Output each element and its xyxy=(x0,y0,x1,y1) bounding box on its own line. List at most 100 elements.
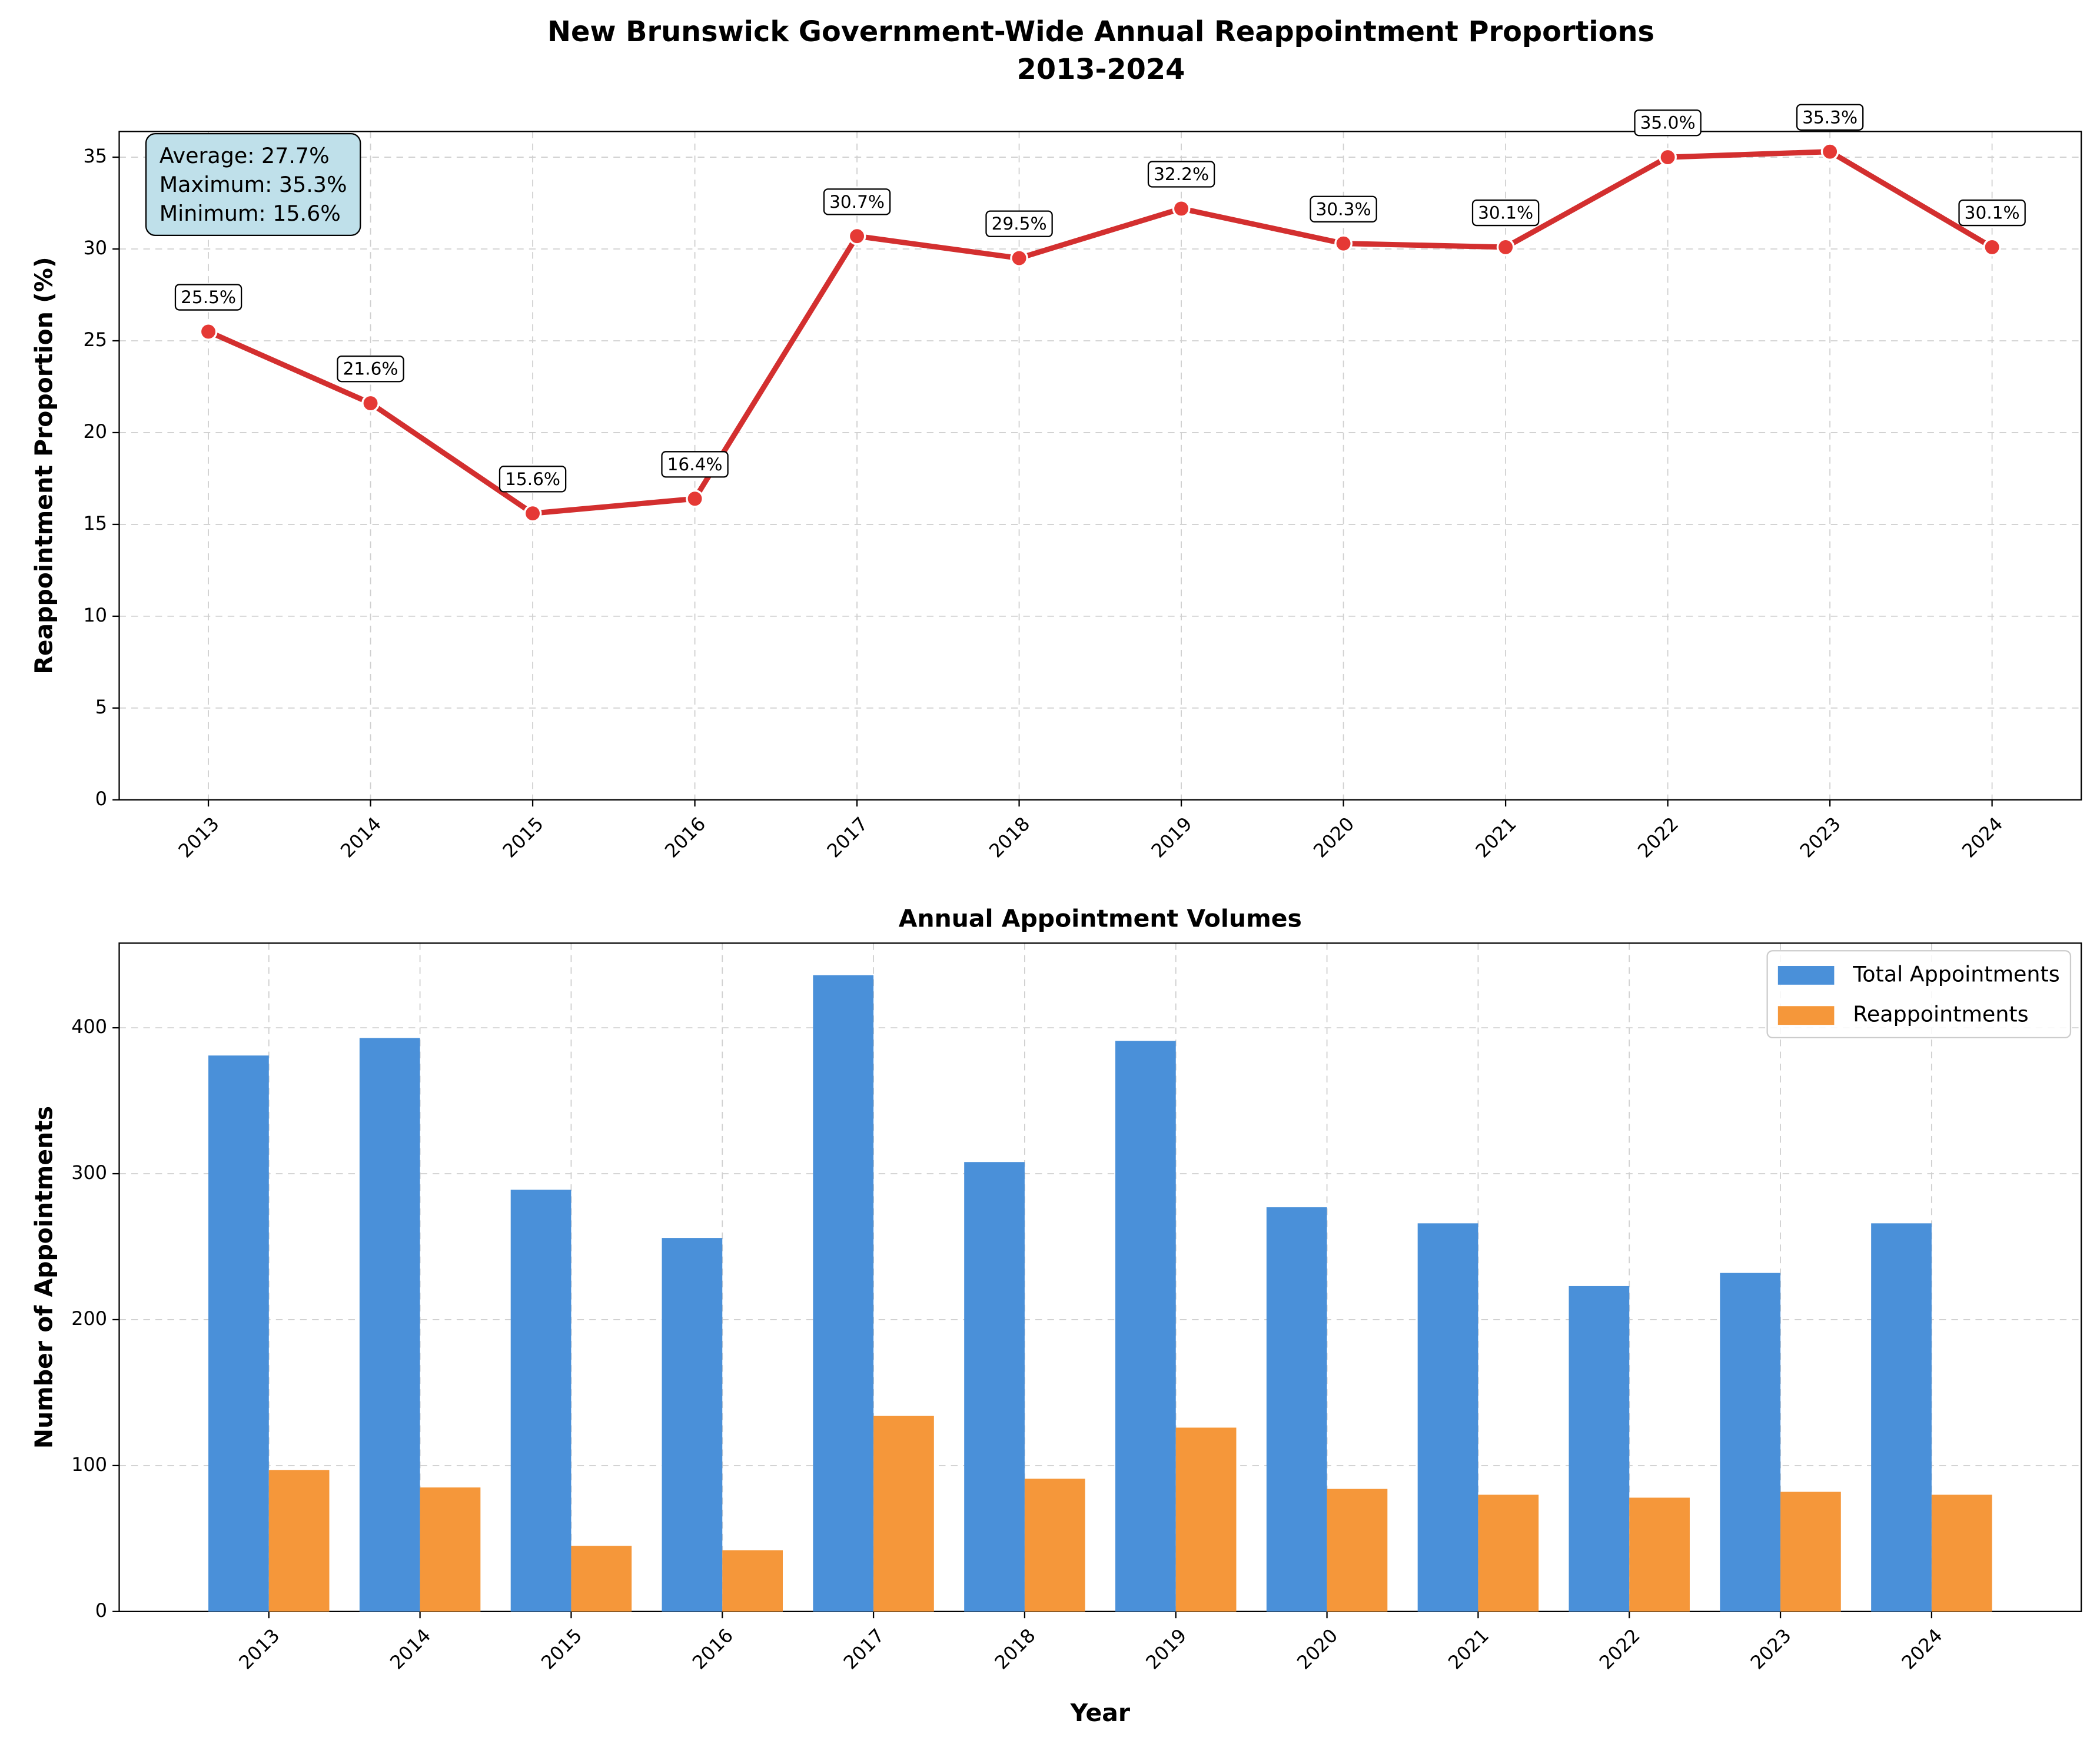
marker xyxy=(523,504,542,523)
y-axis-label: Reappointment Proportion (%) xyxy=(29,257,58,674)
x-axis-label: Year xyxy=(1070,1699,1131,1727)
value-label-group: 35.3% xyxy=(1796,104,1864,131)
value-label: 35.3% xyxy=(1802,107,1858,127)
value-label: 30.1% xyxy=(1965,203,2020,223)
bar xyxy=(964,1162,1025,1612)
bar xyxy=(268,1470,330,1612)
value-label: 16.4% xyxy=(667,454,723,474)
marker xyxy=(686,489,704,508)
value-label-box xyxy=(1796,104,1864,131)
marker xyxy=(1496,238,1515,257)
bar xyxy=(873,1416,934,1612)
chart-title: New Brunswick Government-Wide Annual Rea… xyxy=(547,16,1654,48)
bar xyxy=(1417,1223,1478,1612)
value-label-group: 21.6% xyxy=(337,355,404,383)
stats-text: Maximum: 35.3% xyxy=(160,172,347,197)
bar xyxy=(1266,1207,1327,1612)
value-label-group: 30.1% xyxy=(1471,199,1540,227)
marker xyxy=(1659,148,1677,167)
legend-label: Total Appointments xyxy=(1852,961,2059,987)
y-tick-label: 20 xyxy=(84,420,108,443)
value-label: 25.5% xyxy=(181,287,236,307)
bar xyxy=(662,1238,723,1612)
y-tick-label: 0 xyxy=(95,1599,107,1622)
y-tick-label: 5 xyxy=(95,696,107,718)
stats-box: Average: 27.7% Maximum: 35.3% Minimum: 15.… xyxy=(145,133,361,237)
value-label: 29.5% xyxy=(992,214,1047,234)
legend-label: Reappointments xyxy=(1853,1002,2028,1027)
value-label-box xyxy=(1147,161,1215,188)
value-label-box xyxy=(1634,109,1702,137)
bar xyxy=(722,1550,783,1612)
value-label-group: 16.4% xyxy=(661,451,729,478)
bar xyxy=(813,975,874,1612)
value-label: 21.6% xyxy=(343,359,398,379)
value-label-box xyxy=(1958,199,2026,227)
value-label-box xyxy=(1471,199,1540,227)
y-tick-label: 10 xyxy=(84,604,108,626)
value-label-box xyxy=(985,210,1053,237)
y-tick-label: 400 xyxy=(71,1015,107,1038)
marker xyxy=(1010,249,1028,267)
stats-box-bg xyxy=(145,133,361,237)
bar xyxy=(1720,1273,1781,1612)
chart-title: Annual Appointment Volumes xyxy=(899,905,1302,933)
marker xyxy=(199,323,218,341)
bar xyxy=(1871,1223,1932,1612)
bar xyxy=(420,1487,481,1612)
value-label-box xyxy=(499,466,567,493)
legend: Total Appointments Reappointments xyxy=(1766,950,2072,1039)
bar xyxy=(1024,1479,1085,1612)
bar xyxy=(1478,1494,1539,1612)
y-axis-label: Number of Appointments xyxy=(29,1106,58,1449)
marker xyxy=(848,227,866,245)
y-tick-label: 35 xyxy=(84,145,108,167)
bar xyxy=(208,1055,269,1612)
y-tick-label: 0 xyxy=(95,788,107,810)
value-label-group: 29.5% xyxy=(985,210,1053,237)
value-label-box xyxy=(174,284,242,311)
bar xyxy=(571,1546,632,1612)
legend-box xyxy=(1766,950,2072,1039)
marker xyxy=(1334,234,1353,253)
marker xyxy=(1172,200,1191,218)
plot-frame xyxy=(118,942,2082,1612)
bar xyxy=(1115,1041,1176,1612)
value-label-box xyxy=(1310,195,1377,222)
value-label: 32.2% xyxy=(1154,164,1209,184)
bar xyxy=(1931,1494,1992,1612)
value-label-box xyxy=(661,451,729,478)
stats-text: Minimum: 15.6% xyxy=(160,201,341,226)
bar xyxy=(1175,1427,1237,1612)
value-label-group: 30.7% xyxy=(823,188,891,215)
legend-swatch xyxy=(1777,966,1835,985)
value-label-group: 32.2% xyxy=(1147,161,1215,188)
value-label: 30.3% xyxy=(1316,199,1371,219)
plot-frame xyxy=(118,131,2082,801)
y-tick-label: 200 xyxy=(71,1307,107,1330)
marker xyxy=(361,394,380,413)
value-label: 30.1% xyxy=(1478,203,1533,223)
y-tick-label: 15 xyxy=(84,512,108,534)
value-label-group: 15.6% xyxy=(499,466,567,493)
line xyxy=(207,149,1993,516)
bar xyxy=(510,1190,571,1612)
y-tick-label: 300 xyxy=(71,1161,107,1184)
stats-text: Average: 27.7% xyxy=(160,143,330,168)
y-tick-label: 100 xyxy=(71,1453,107,1476)
value-label-group: 35.0% xyxy=(1634,109,1702,137)
value-label-group: 25.5% xyxy=(174,284,242,311)
value-label-group: 30.3% xyxy=(1310,195,1377,222)
marker xyxy=(1983,238,2001,257)
bar xyxy=(1569,1286,1630,1612)
bar xyxy=(1780,1492,1841,1612)
value-label: 15.6% xyxy=(505,469,560,489)
bar xyxy=(359,1038,420,1612)
value-label: 30.7% xyxy=(829,192,885,212)
y-tick-label: 25 xyxy=(84,328,108,351)
y-tick-label: 30 xyxy=(84,237,108,259)
legend-swatch xyxy=(1777,1006,1835,1025)
bar xyxy=(1327,1489,1388,1612)
value-label-group: 30.1% xyxy=(1958,199,2026,227)
